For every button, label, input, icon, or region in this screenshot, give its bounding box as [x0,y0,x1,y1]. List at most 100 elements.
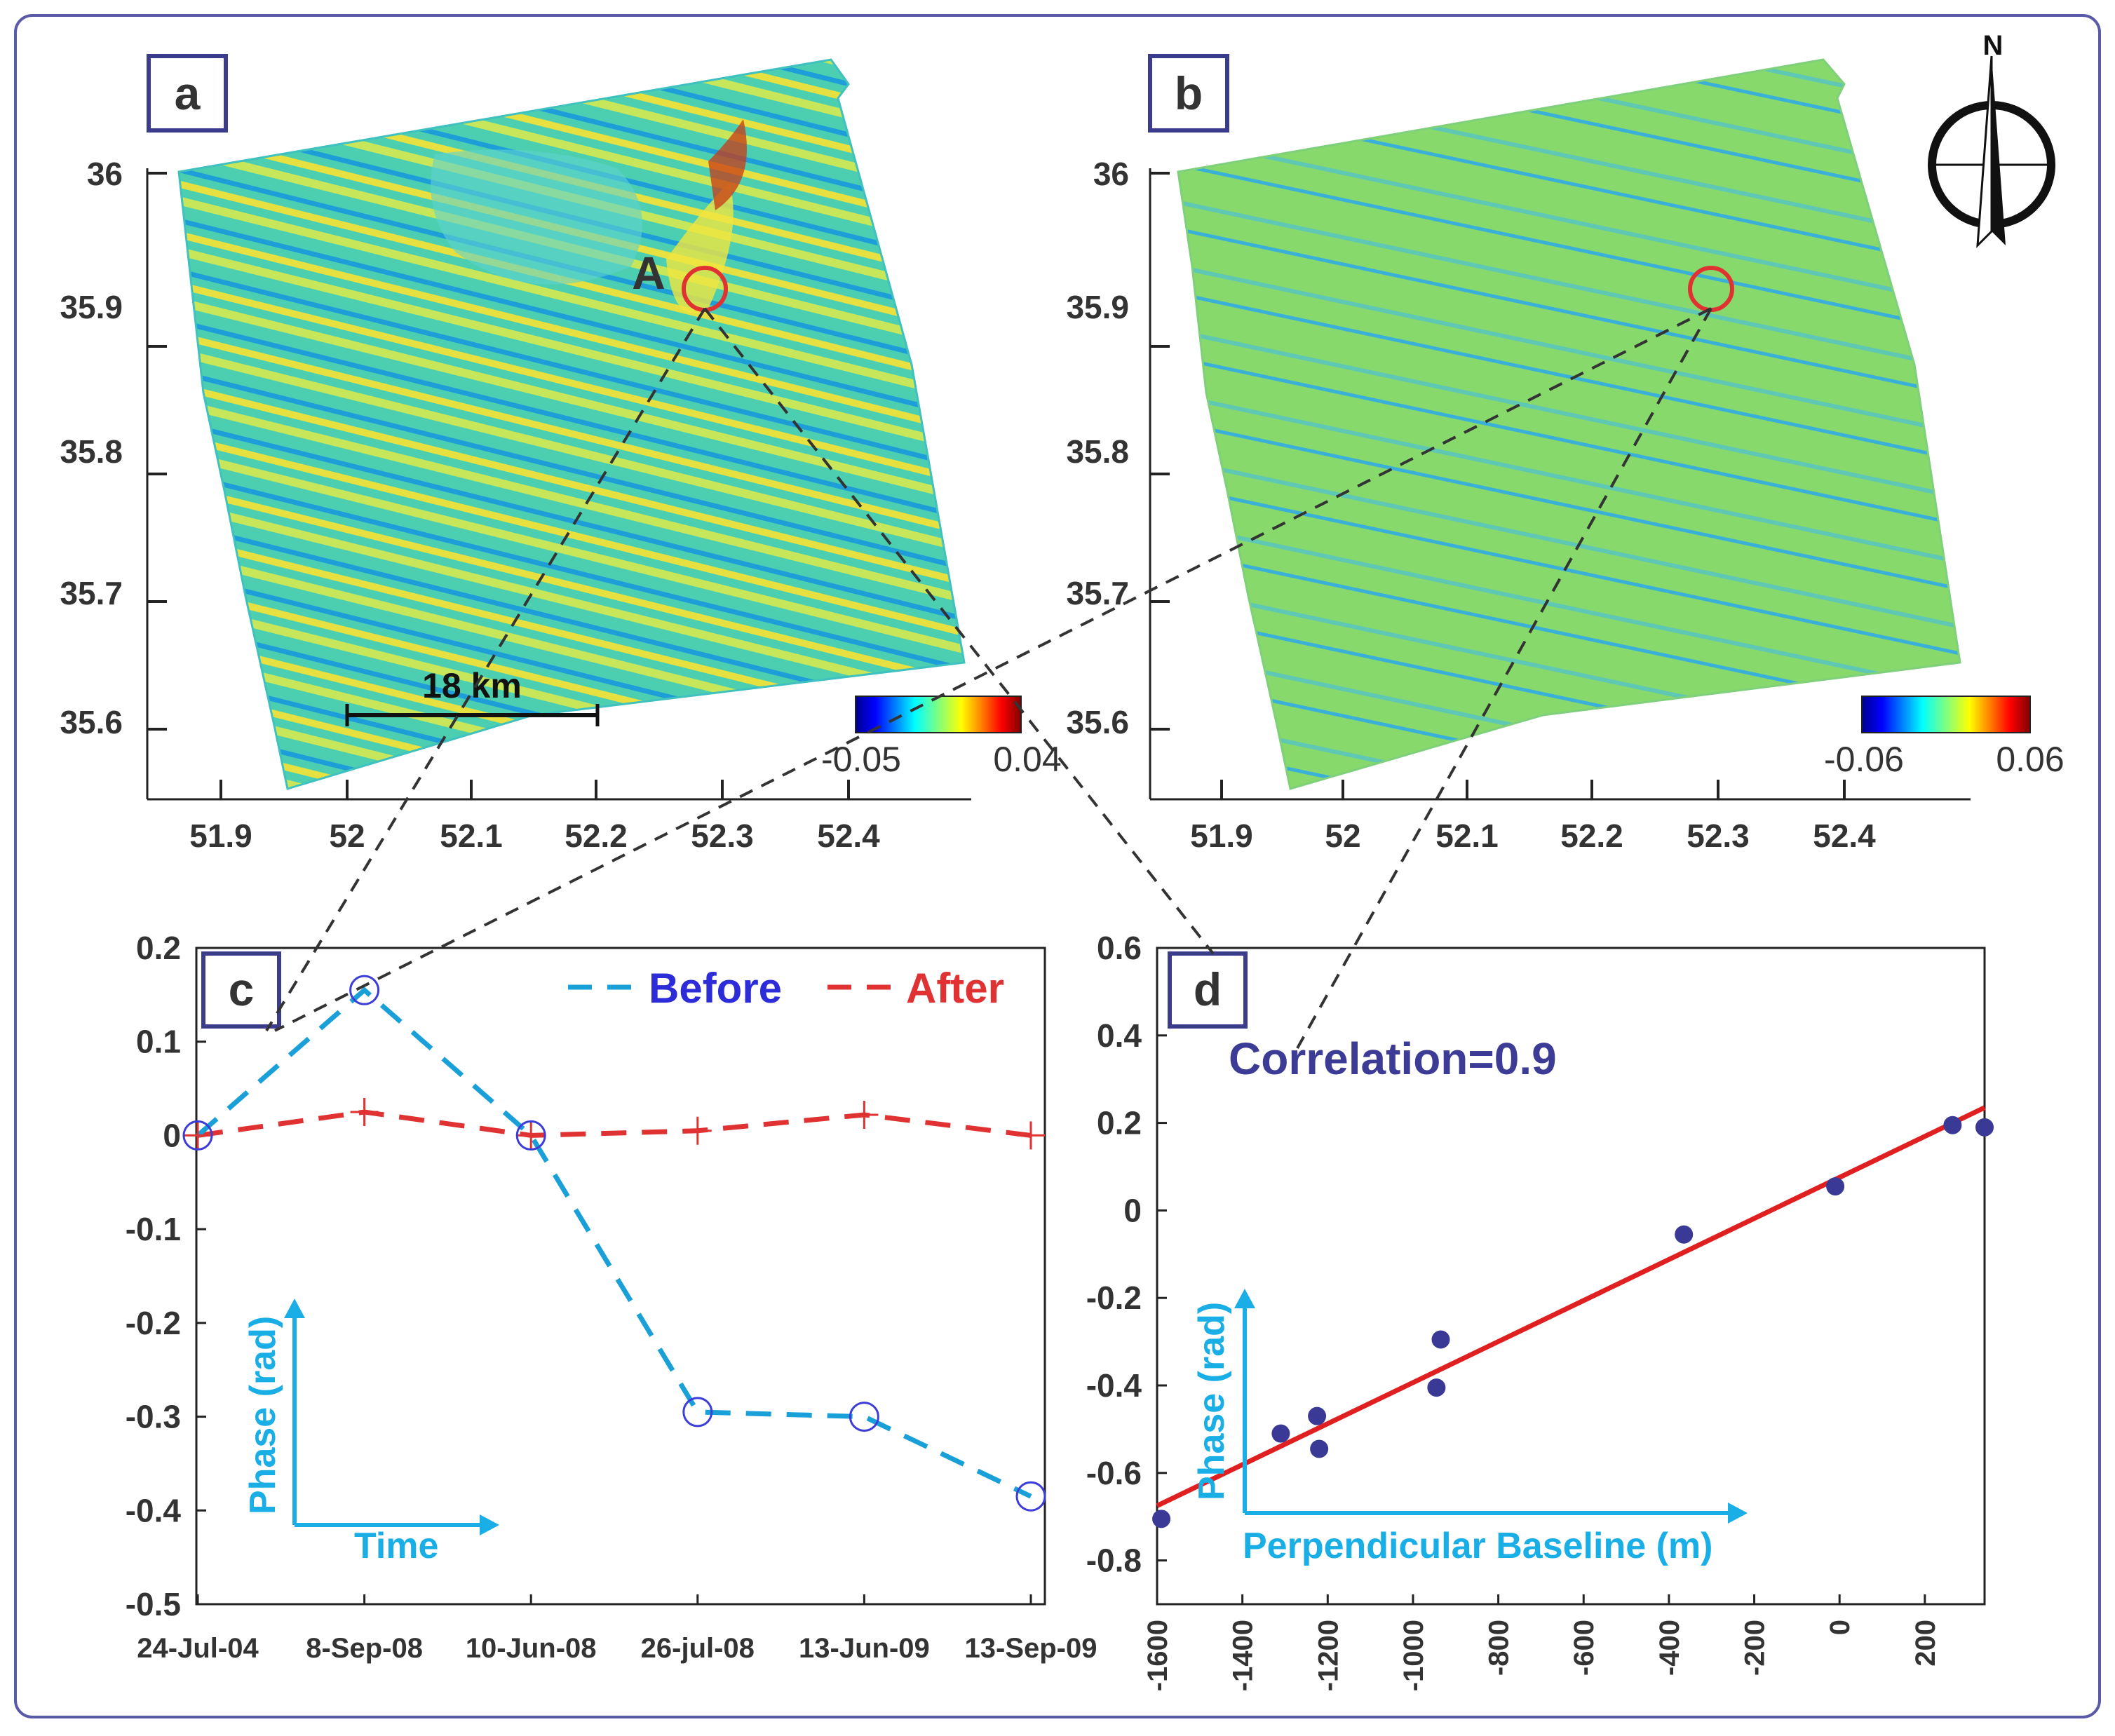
y-tick-label: -0.2 [126,1305,181,1341]
x-tick-label: -800 [1484,1620,1515,1676]
connector-line [265,307,706,1032]
lon-tick-label: 52.4 [817,818,880,854]
chart-d-xlabel: Perpendicular Baseline (m) [1243,1526,1712,1566]
chart-c-series [182,975,1046,1512]
lon-tick-label: 52.4 [1813,818,1876,854]
y-tick-label: -0.4 [1086,1367,1142,1404]
connector-lines [265,307,1712,1049]
map-a-depression-patch [431,149,642,285]
map-b-panel: 36 35.9 35.8 35.7 35.6 51.9 52 52.1 52.2… [1066,30,2064,854]
x-tick-label: -1400 [1228,1620,1259,1691]
map-b-lat-ticks: 36 35.9 35.8 35.7 35.6 [1066,156,1170,740]
chart-d-panel: 0.6 0.4 0.2 0 -0.2 -0.4 -0.6 -0.8 -1600 -1400 -12… [1086,930,1994,1691]
scatter-point [1975,1118,1994,1137]
x-tick-label: 0 [1825,1620,1856,1635]
colorbar-a [855,696,1022,733]
series-before-line [196,986,1032,1499]
lat-tick-label: 35.7 [60,575,123,611]
chart-c-xlabel: Time [354,1526,438,1566]
north-arrow-right-half [1992,56,2006,245]
chart-d-x-ticks: -1600 -1400 -1200 -1000 -800 -600 -400 -200 0 200 [1142,1594,1941,1691]
map-a-hot-patch [708,119,747,210]
panel-label-d: d [1194,963,1222,1015]
map-a-lon-ticks: 51.9 52 52.1 52.2 52.3 52.4 [189,780,880,854]
scatter-point [1675,1225,1694,1244]
panel-label-box-b [1148,54,1229,133]
scale-bar: 18 km [345,666,600,726]
before-point-marker [1015,1481,1046,1512]
x-tick-label: -400 [1654,1620,1685,1676]
connector-line [274,307,1712,1032]
chart-c-y-ticks: 0.2 0.1 0 -0.1 -0.2 -0.3 -0.4 -0.5 [126,930,206,1622]
north-label: N [1983,30,2003,61]
map-a-panel: 36 35.9 35.8 35.7 35.6 51.9 52 52.1 52.2… [60,54,1062,854]
fit-line [1156,1105,1986,1508]
map-a-lat-ticks: 36 35.9 35.8 35.7 35.6 [60,156,167,740]
x-tick-label: -1600 [1142,1620,1173,1691]
panel-label-c: c [229,963,255,1015]
scatter-point [1310,1439,1329,1458]
scatter-point [1826,1177,1845,1196]
y-tick-label: -0.4 [126,1492,182,1528]
x-tick-label: -1200 [1313,1620,1344,1691]
lat-tick-label: 35.7 [1066,575,1129,611]
lat-tick-label: 35.8 [60,433,123,470]
y-tick-label: -0.2 [1086,1280,1142,1316]
lon-tick-label: 52.1 [440,818,503,854]
chart-c-x-ticks: 24-Jul-04 8-Sep-08 10-Jun-08 26-jul-08 13-Ju… [137,1594,1097,1664]
chart-c-axis-hint: Phase (rad) Time [243,1298,499,1566]
before-point-marker [515,1120,546,1151]
scatter-point [1271,1424,1290,1443]
colorbar-a-min: -0.05 [821,740,901,779]
y-tick-label: -0.8 [1086,1542,1142,1579]
lon-tick-label: 52.2 [1560,818,1623,854]
y-tick-label: 0.1 [136,1024,181,1060]
lon-tick-label: 52.3 [691,818,754,854]
lon-tick-label: 51.9 [1190,818,1253,854]
colorbar-b-min: -0.06 [1824,740,1904,779]
lon-tick-label: 52.1 [1435,818,1499,854]
figure-frame [14,14,2101,1718]
y-tick-label: -0.5 [126,1586,181,1622]
legend-before-label: Before [649,965,782,1012]
y-tick-label: 0 [1123,1192,1142,1228]
lon-tick-label: 52.2 [565,818,628,854]
point-a-label: A [632,247,665,299]
x-tick-label: -600 [1569,1620,1600,1676]
lon-tick-label: 51.9 [189,818,252,854]
y-tick-label: -0.3 [126,1399,181,1435]
x-tick-label: -200 [1740,1620,1771,1676]
lat-tick-label: 35.8 [1066,433,1129,470]
colorbar-a-max: 0.04 [993,740,1061,779]
scatter-point [1308,1406,1327,1425]
colorbar-b-max: 0.06 [1996,740,2064,779]
map-a-uplift-patch [666,182,734,313]
chart-c-ylabel: Phase (rad) [243,1316,283,1514]
y-tick-label: 0.4 [1097,1017,1142,1054]
scatter-point [1943,1115,1962,1134]
lat-tick-label: 36 [1093,156,1129,192]
legend-after-label: After [906,965,1004,1012]
before-point-marker [849,1402,879,1432]
scatter-point [1431,1330,1450,1349]
right-arrow-icon [480,1514,499,1535]
chart-d-fit [1156,1105,1986,1508]
scale-bar-label: 18 km [422,666,522,705]
scatter-point [1427,1378,1446,1397]
y-tick-label: 0.2 [136,930,181,966]
chart-d-axes-box [1156,947,1986,1606]
right-arrow-icon [1728,1503,1748,1524]
before-point-marker [182,1120,213,1151]
map-b-deformation-field [1177,58,1961,790]
lon-tick-label: 52 [1325,818,1360,854]
up-arrow-icon [1234,1289,1255,1308]
before-point-marker [682,1397,713,1428]
lon-tick-label: 52.3 [1687,818,1750,854]
x-tick-label: 8-Sep-08 [306,1633,423,1664]
x-tick-label: 26-jul-08 [641,1633,755,1664]
lon-tick-label: 52 [329,818,365,854]
y-tick-label: 0 [163,1117,181,1153]
x-tick-label: 200 [1910,1620,1941,1667]
y-tick-label: 0.2 [1097,1105,1142,1141]
lat-tick-label: 36 [87,156,123,192]
